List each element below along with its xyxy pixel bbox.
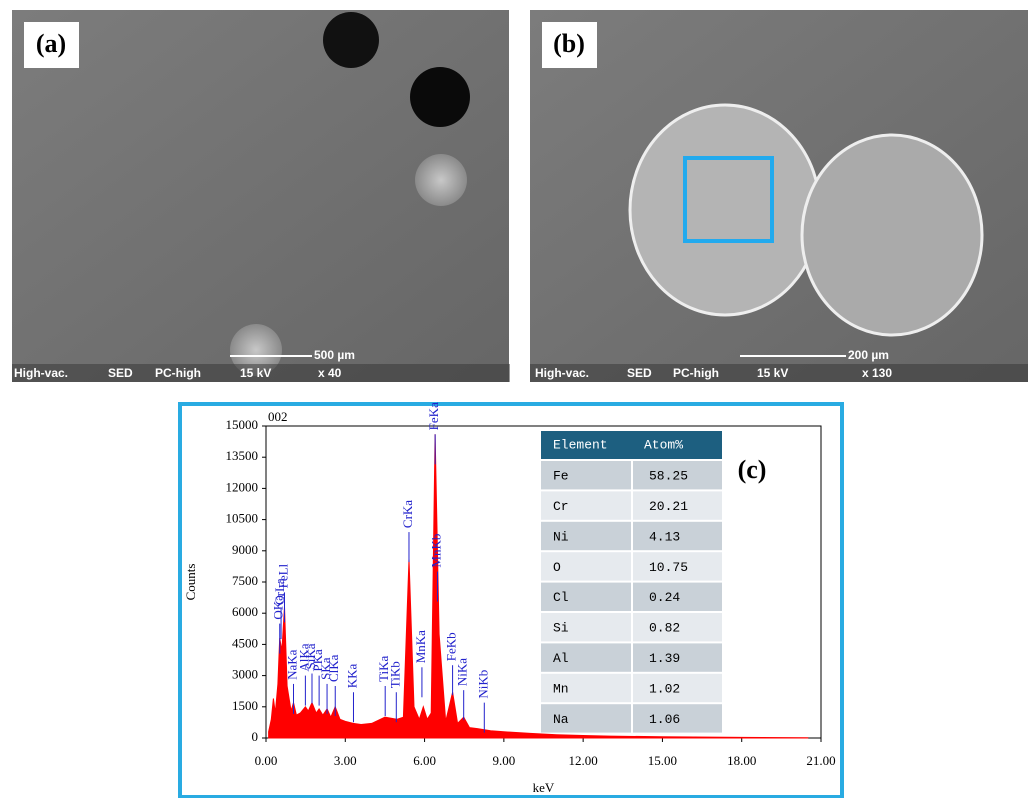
peak-label: ClKa <box>326 654 341 682</box>
footer-text: SED <box>108 366 133 380</box>
peak-label: KKa <box>344 663 359 688</box>
footer-text: 15 kV <box>240 366 271 380</box>
x-tick-label: 3.00 <box>334 753 357 768</box>
table-cell: 10.75 <box>649 560 688 575</box>
footer-text: x 40 <box>318 366 342 380</box>
y-tick-label: 0 <box>252 729 259 744</box>
peak-label: TiKb <box>387 661 402 688</box>
footer-text: x 130 <box>862 366 892 380</box>
peak-label: NiKb <box>475 670 490 699</box>
y-tick-label: 4500 <box>232 635 258 650</box>
x-tick-label: 12.00 <box>569 753 598 768</box>
table-cell: O <box>553 560 561 575</box>
y-tick-label: 12000 <box>226 479 259 494</box>
y-tick-label: 15000 <box>226 417 259 432</box>
footer-text: SED <box>627 366 652 380</box>
x-tick-label: 6.00 <box>413 753 436 768</box>
peak-label: CrKa <box>400 500 415 528</box>
table-cell: 0.24 <box>649 590 680 605</box>
x-tick-label: 18.00 <box>727 753 756 768</box>
table-cell: 4.13 <box>649 529 680 544</box>
y-tick-label: 3000 <box>232 667 258 682</box>
peak-label: MnKb <box>429 534 444 568</box>
footer-text: 15 kV <box>757 366 788 380</box>
peak-label: FeKb <box>444 632 459 661</box>
table-cell: Cr <box>553 499 569 514</box>
table-cell: Si <box>553 621 569 636</box>
scale-text: 200 µm <box>848 348 889 362</box>
table-cell: 1.39 <box>649 651 680 666</box>
x-tick-label: 9.00 <box>492 753 515 768</box>
peak-label: NiKa <box>455 658 470 686</box>
panel-label: (b) <box>553 29 585 58</box>
table-cell: Na <box>553 712 569 727</box>
peak-label: MnKa <box>413 630 428 663</box>
table-cell: 58.25 <box>649 469 688 484</box>
panel-label: (a) <box>36 29 66 58</box>
sem-panel-a: (a) High-vac. SED PC-high 15 kV x 40 500 µm <box>12 10 510 382</box>
y-tick-label: 9000 <box>232 542 258 557</box>
panel-label: (c) <box>738 455 767 484</box>
table-header: Atom% <box>644 437 683 452</box>
spectrum <box>269 434 808 738</box>
y-tick-label: 6000 <box>232 604 258 619</box>
table-cell: Mn <box>553 681 569 696</box>
figure: (a) High-vac. SED PC-high 15 kV x 40 500 µm (b… <box>0 0 1031 798</box>
footer-text: High-vac. <box>14 366 68 380</box>
x-tick-label: 21.00 <box>806 753 835 768</box>
y-tick-label: 1500 <box>232 698 258 713</box>
table-cell: 0.82 <box>649 621 680 636</box>
table-cell: 1.06 <box>649 712 680 727</box>
table-cell: 20.21 <box>649 499 688 514</box>
chart-title: 002 <box>268 409 288 424</box>
x-tick-label: 15.00 <box>648 753 677 768</box>
table-cell: Cl <box>553 590 569 605</box>
y-tick-label: 13500 <box>226 448 259 463</box>
table-cell: Al <box>553 651 569 666</box>
sem-panel-b: (b) High-vac. SED PC-high 15 kV x 130 200 µm <box>530 10 1028 382</box>
table-cell: Ni <box>553 529 569 544</box>
footer-text: PC-high <box>673 366 719 380</box>
table-cell: 1.02 <box>649 681 680 696</box>
footer-text: PC-high <box>155 366 201 380</box>
table-header: Element <box>553 437 608 452</box>
composition-table: Element Atom% Fe 58.25 Cr 20.21 Ni 4.13 O 10.75 Cl… <box>541 431 722 733</box>
peak-label: FeLl <box>275 563 290 588</box>
footer-text: High-vac. <box>535 366 589 380</box>
spectrum-chart: 0 1500 3000 4500 6000 7500 9000 10500 12000 13500… <box>183 402 836 795</box>
table-cell: Fe <box>553 469 569 484</box>
y-axis-label: Counts <box>183 564 198 601</box>
y-tick-label: 7500 <box>232 573 258 588</box>
scale-text: 500 µm <box>314 348 355 362</box>
peak-label: FeKa <box>426 402 441 430</box>
x-axis-label: keV <box>533 780 555 795</box>
x-tick-label: 0.00 <box>255 753 278 768</box>
y-tick-label: 10500 <box>226 511 259 526</box>
